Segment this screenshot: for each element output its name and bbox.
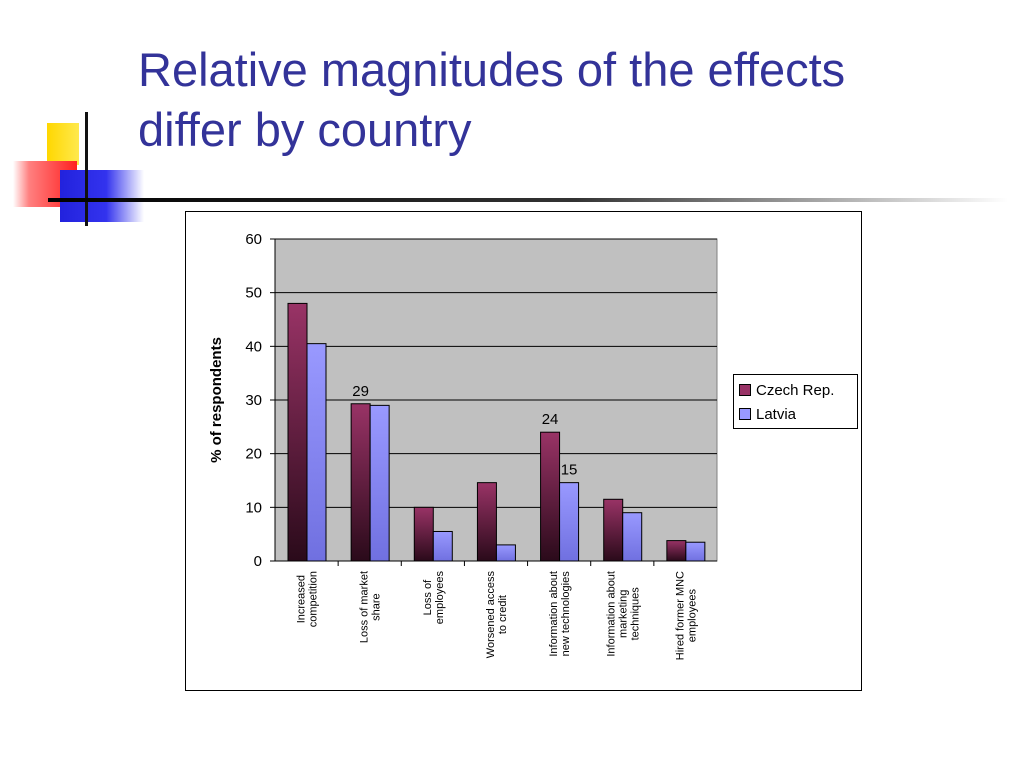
bar-latvia <box>369 404 390 562</box>
x-tick-label: Hired former MNC employees <box>674 571 698 660</box>
legend-label-czech: Czech Rep. <box>756 381 835 399</box>
bar-latvia <box>622 512 643 562</box>
y-tick-label: 0 <box>254 553 262 570</box>
x-tick-label: Loss of market share <box>359 571 383 643</box>
data-label: 24 <box>542 411 559 428</box>
x-tick-label: Worsened access to credit <box>485 571 509 659</box>
x-tick-label-line: Information about <box>548 571 560 657</box>
y-tick-label: 10 <box>245 499 262 516</box>
horizontal-rule <box>48 198 1008 202</box>
x-tick-label-line: to credit <box>497 595 509 634</box>
bar-czech <box>287 302 308 562</box>
yellow-square <box>47 123 79 165</box>
y-tick-label: 30 <box>245 392 262 409</box>
bar-latvia <box>559 482 580 562</box>
y-tick-label: 60 <box>245 231 262 248</box>
x-tick-label-line: employees <box>434 571 446 625</box>
legend-label-latvia: Latvia <box>756 405 797 423</box>
x-tick-label-line: Loss of <box>422 579 434 615</box>
title-line-2: differ by country <box>138 103 472 156</box>
title-line-1: Relative magnitudes of the effects <box>138 43 846 96</box>
vertical-rule <box>85 112 88 226</box>
bar-czech <box>476 482 497 562</box>
y-tick-label: 50 <box>245 285 262 302</box>
x-tick-label-line: Hired former MNC <box>674 571 686 660</box>
y-tick-label: 40 <box>245 338 262 355</box>
title-decoration <box>13 112 1008 226</box>
legend-item-latvia: Latvia <box>739 402 857 426</box>
bar-latvia <box>306 343 327 562</box>
bar-chart: 0 10 20 30 40 50 60 % of respondents Increased co… <box>208 231 718 660</box>
x-tick-label-line: Worsened access <box>485 571 497 659</box>
legend-swatch-czech <box>739 384 751 396</box>
x-tick-label-line: Increased <box>296 575 308 623</box>
chart-legend: Czech Rep. Latvia <box>733 374 858 429</box>
y-axis-title: % of respondents <box>208 337 225 463</box>
bar-czech <box>666 540 687 562</box>
x-tick-label-line: techniques <box>629 587 641 641</box>
legend-item-czech: Czech Rep. <box>739 378 857 402</box>
x-tick-label-line: new technologies <box>560 571 572 657</box>
x-tick-label: Loss of employees <box>422 571 446 625</box>
y-tick-label: 20 <box>245 446 262 463</box>
x-tick-label-line: Loss of market <box>359 571 371 643</box>
bar-czech <box>540 431 561 562</box>
bar-latvia <box>685 541 706 562</box>
bar-czech <box>350 403 371 562</box>
x-tick-label: Information about new technologies <box>548 571 572 657</box>
x-tick-label: Information about marketing techniques <box>605 571 641 657</box>
x-tick-label-line: Information about <box>605 571 617 657</box>
data-label: 15 <box>561 462 578 479</box>
slide-title: Relative magnitudes of the effects diffe… <box>138 40 1008 160</box>
bar-latvia <box>495 544 516 562</box>
bar-czech <box>603 498 624 562</box>
legend-swatch-latvia <box>739 408 751 420</box>
x-tick-label: Increased competition <box>296 571 320 627</box>
data-label: 29 <box>352 383 369 400</box>
blue-square <box>60 170 144 222</box>
x-tick-label-line: employees <box>686 589 698 643</box>
bar-czech <box>413 506 434 562</box>
x-tick-label-line: competition <box>308 571 320 627</box>
x-tick-label-line: share <box>371 593 383 621</box>
bar-latvia <box>432 530 453 562</box>
x-tick-label-line: marketing <box>617 590 629 638</box>
